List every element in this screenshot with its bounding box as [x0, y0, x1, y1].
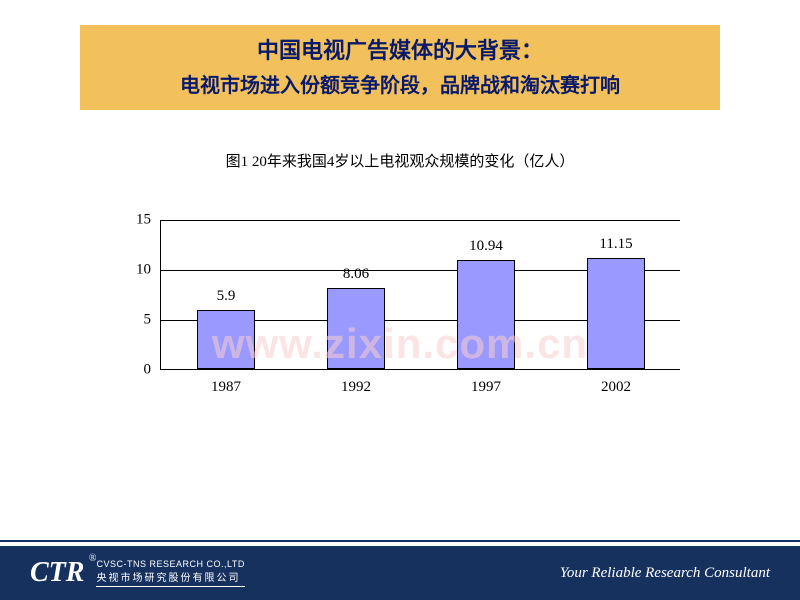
x-tick-label: 1997: [471, 379, 501, 396]
bar-value-label: 10.94: [469, 238, 503, 255]
bar: 5.9: [197, 310, 256, 369]
footer: CTR ® CVSC-TNS RESEARCH CO.,LTD 央视市场研究股份…: [0, 546, 800, 600]
footer-subtext: CVSC-TNS RESEARCH CO.,LTD 央视市场研究股份有限公司: [96, 559, 244, 587]
y-tick-label: 15: [136, 212, 151, 229]
x-tick-label: 1987: [211, 379, 241, 396]
bar-value-label: 11.15: [599, 236, 632, 253]
x-tick-label: 2002: [601, 379, 631, 396]
title-line-2: 电视市场进入份额竞争阶段，品牌战和淘汰赛打响: [180, 69, 620, 103]
gridline: [161, 220, 680, 221]
bar-chart: 0 5 10 15 5.9 1987 8.06 1992 10.94 1997 11.15 2002: [100, 200, 700, 410]
chart-title: 图1 20年来我国4岁以上电视观众规模的变化（亿人）: [0, 150, 800, 171]
bar-value-label: 5.9: [217, 288, 236, 305]
y-tick-label: 0: [144, 362, 152, 379]
registered-icon: ®: [89, 553, 97, 564]
title-line-1: 中国电视广告媒体的大背景：: [257, 32, 543, 69]
bar: 10.94: [457, 260, 516, 369]
footer-sub-cn: 央视市场研究股份有限公司: [96, 569, 244, 584]
y-tick-label: 10: [136, 262, 151, 279]
bar: 11.15: [587, 258, 646, 370]
footer-tagline: Your Reliable Research Consultant: [560, 565, 770, 582]
y-tick-label: 5: [144, 312, 152, 329]
ctr-logo: CTR ®: [30, 557, 84, 589]
footer-rule: [0, 540, 800, 542]
bar: 8.06: [327, 288, 386, 369]
plot-area: 0510155.919878.06199210.94199711.152002: [160, 220, 680, 370]
bar-value-label: 8.06: [343, 266, 369, 283]
footer-sub-en: CVSC-TNS RESEARCH CO.,LTD: [96, 559, 244, 569]
x-tick-label: 1992: [341, 379, 371, 396]
title-banner: 中国电视广告媒体的大背景： 电视市场进入份额竞争阶段，品牌战和淘汰赛打响: [80, 25, 720, 110]
footer-left: CTR ® CVSC-TNS RESEARCH CO.,LTD 央视市场研究股份…: [30, 557, 245, 589]
ctr-logo-text: CTR: [30, 557, 84, 588]
